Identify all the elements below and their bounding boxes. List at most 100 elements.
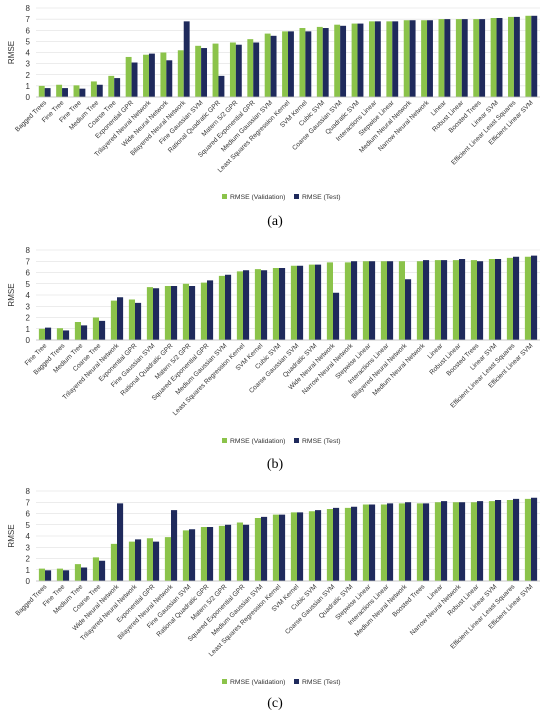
bar-validation [247, 39, 254, 97]
bar-test [333, 292, 340, 340]
bar-validation [344, 507, 351, 581]
y-axis-label: RMSE [7, 283, 16, 306]
legend-label: RMSE (Test) [302, 679, 341, 686]
bar-test [427, 20, 433, 97]
legend-swatch [294, 194, 299, 199]
legend-label: RMSE (Validation) [230, 194, 285, 201]
y-tick-label: 7 [26, 498, 31, 507]
bar-test [479, 19, 486, 97]
bar-validation [380, 261, 387, 340]
bar-test [183, 21, 190, 98]
bar-test [495, 259, 502, 340]
bar-validation [56, 328, 63, 340]
bar-test [148, 53, 155, 97]
bar-validation [92, 557, 99, 581]
bar-test [235, 44, 242, 97]
bar-test [45, 570, 52, 581]
bar-test [513, 256, 520, 340]
bar-test [135, 302, 142, 340]
bar-test [117, 297, 124, 340]
bar-test [340, 25, 347, 97]
bar-validation [38, 328, 45, 340]
bar-validation [128, 541, 135, 581]
bar-validation [282, 31, 288, 97]
bar-test [63, 570, 70, 581]
bar-test [166, 60, 173, 97]
legend-label: RMSE (Test) [302, 438, 341, 445]
bar-validation [177, 50, 184, 97]
bar-test [45, 327, 52, 340]
bar-test [531, 255, 538, 340]
bar-test [153, 541, 160, 581]
bar-validation [316, 26, 323, 98]
bar-test [270, 35, 277, 97]
bar-test [243, 270, 250, 340]
bar-validation [525, 15, 532, 98]
bar-test [253, 42, 260, 97]
bar-validation [452, 502, 459, 581]
bar-validation [38, 568, 45, 581]
bar-test [261, 270, 268, 340]
bar-test [171, 286, 178, 340]
bar-test [279, 268, 286, 340]
bar-test [171, 510, 178, 581]
y-tick-label: 2 [26, 555, 31, 564]
bar-test [405, 502, 412, 581]
y-tick-label: 4 [26, 291, 31, 300]
bar-test [63, 330, 70, 340]
y-tick-label: 6 [26, 269, 31, 278]
bar-validation [182, 283, 189, 340]
y-tick-label: 6 [26, 26, 31, 35]
legend-label: RMSE (Validation) [230, 438, 285, 445]
bar-test [531, 15, 538, 98]
bar-test [392, 21, 399, 98]
bar-validation [470, 260, 477, 340]
bar-test [461, 19, 468, 97]
bar-validation [299, 28, 306, 97]
x-tick-label: Boosted Trees [391, 583, 427, 619]
bar-validation [362, 504, 369, 581]
bar-validation [254, 518, 261, 581]
bar-validation [125, 56, 132, 97]
bar-test [117, 503, 124, 581]
bar-test [44, 88, 51, 97]
bar-test [496, 18, 503, 98]
y-tick-label: 0 [26, 93, 31, 102]
y-tick-label: 1 [26, 325, 31, 334]
bar-validation [524, 498, 531, 581]
bar-validation [362, 261, 369, 340]
bar-test [444, 19, 451, 97]
chart-panel-b: 0 1 2 3 4 5 6 7 8 RMSE Fine Tree Bagged Trees Medium… [0, 240, 550, 483]
bar-test [495, 500, 502, 581]
bar-validation [308, 264, 315, 340]
bar-validation [74, 322, 81, 340]
bar-test [261, 516, 268, 581]
legend-swatch [294, 438, 299, 443]
y-tick-label: 8 [26, 4, 31, 13]
y-tick-label: 5 [26, 280, 31, 289]
bar-validation [452, 260, 459, 340]
y-tick-label: 3 [26, 60, 31, 69]
bar-test [387, 503, 394, 581]
legend-swatch [222, 194, 227, 199]
bar-validation [290, 512, 297, 581]
bar-validation [200, 282, 207, 340]
bar-test [459, 502, 466, 581]
bar-validation [438, 19, 445, 97]
bar-validation [108, 75, 115, 97]
bar-test [114, 78, 121, 97]
bar-validation [490, 18, 497, 98]
bar-validation [229, 42, 236, 97]
bar-validation [254, 269, 261, 340]
bar-test [477, 501, 484, 581]
bar-validation [272, 268, 279, 340]
bar-validation [110, 543, 117, 581]
bar-test [153, 288, 160, 340]
bar-validation [143, 54, 149, 97]
bar-validation [236, 522, 243, 581]
bar-test [99, 320, 106, 340]
bar-validation [146, 287, 153, 340]
bar-test [357, 23, 364, 98]
bar-validation [264, 33, 271, 97]
